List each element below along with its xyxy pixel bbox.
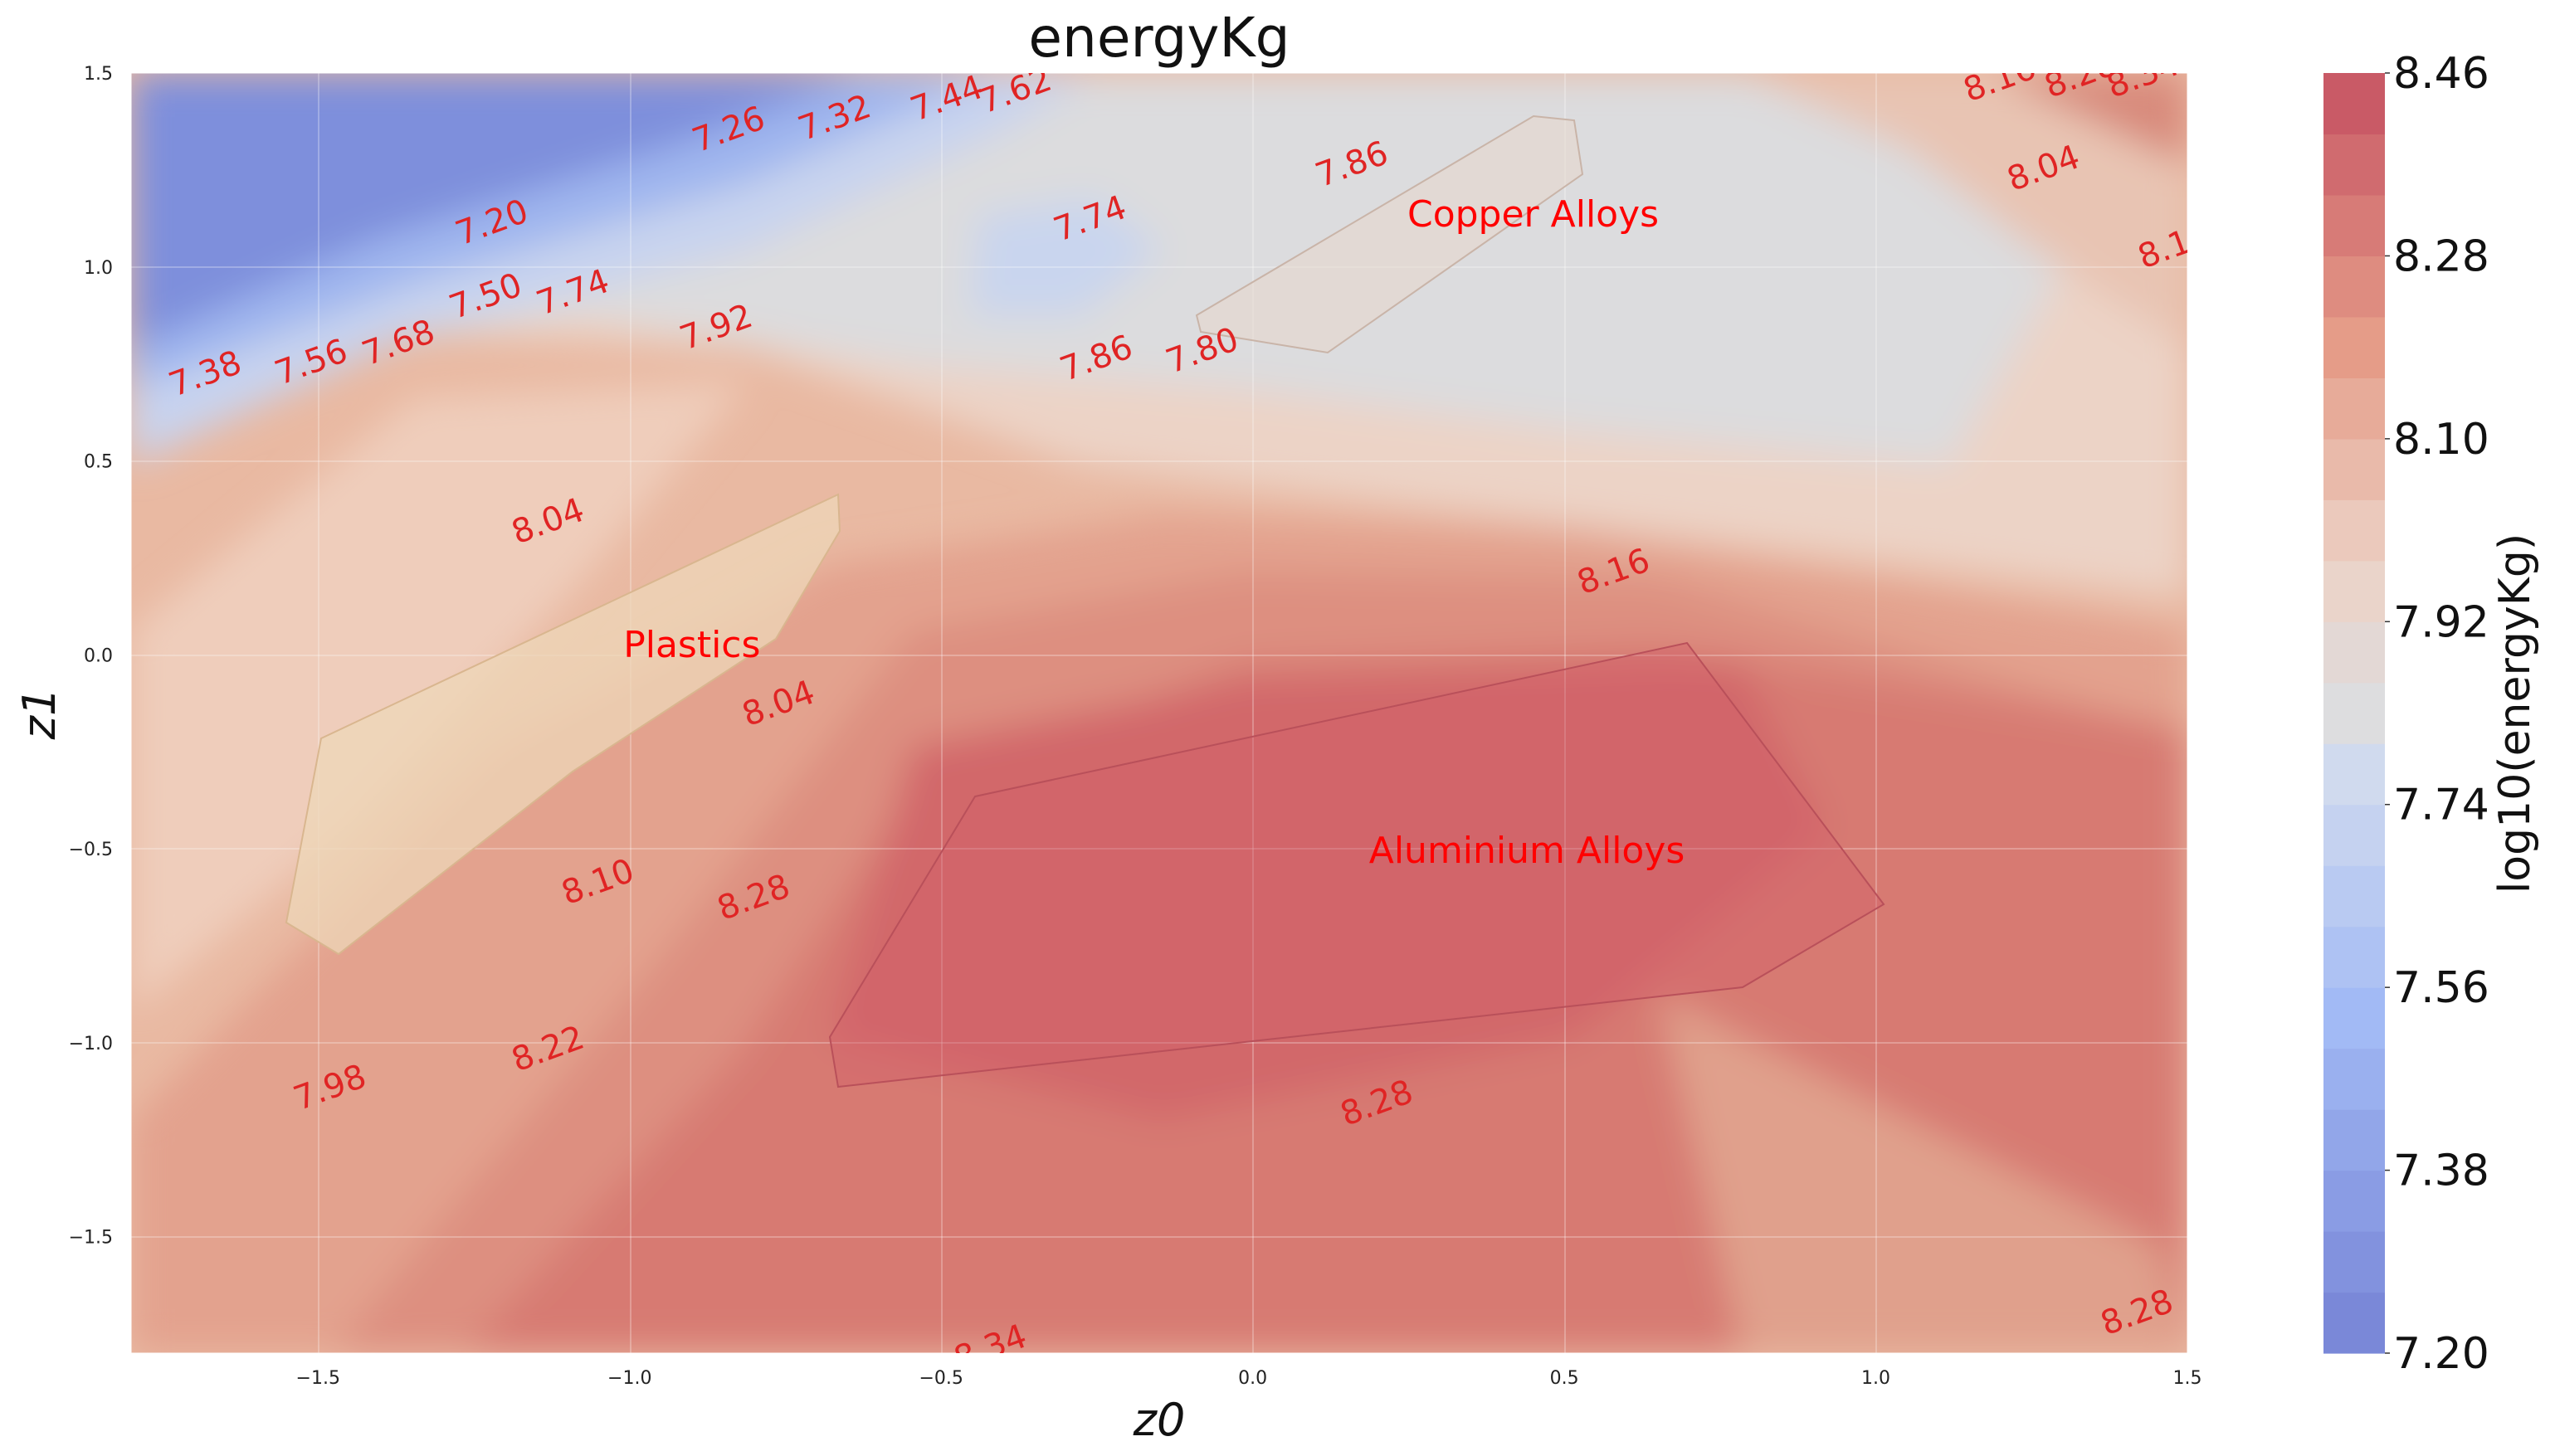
colorbar-level <box>2323 560 2385 622</box>
y-axis-label: z1 <box>13 688 66 741</box>
colorbar-level <box>2323 377 2385 440</box>
x-tick-label: 1.5 <box>2173 1368 2202 1389</box>
y-tick-label: −1.5 <box>69 1228 113 1249</box>
x-tick-label: −0.5 <box>919 1368 963 1389</box>
y-tick-label: 1.5 <box>84 64 113 85</box>
y-tick-label: 0.5 <box>84 452 113 473</box>
colorbar-level <box>2323 621 2385 684</box>
colorbar-level <box>2323 256 2385 318</box>
colorbar-level <box>2323 682 2385 744</box>
x-tick-label: 0.5 <box>1550 1368 1579 1389</box>
colorbar <box>2323 73 2385 1354</box>
colorbar-label: log10(energyKg) <box>2490 533 2540 894</box>
contour-field <box>131 73 2187 1353</box>
colorbar-tick-label: 8.10 <box>2393 415 2489 465</box>
region-plastics <box>285 493 841 956</box>
colorbar-level <box>2323 743 2385 806</box>
x-tick-label: −1.0 <box>607 1368 651 1389</box>
x-tick-label: 1.0 <box>1861 1368 1890 1389</box>
region-label: Plastics <box>623 624 760 666</box>
x-axis-label: z0 <box>1133 1394 1186 1446</box>
region-labels: Copper Alloys Plastics Aluminium Alloys <box>623 193 1685 872</box>
colorbar-level <box>2323 926 2385 988</box>
colorbar-level <box>2323 1170 2385 1232</box>
chart-title: energyKg <box>1028 6 1290 70</box>
y-tick-label: −1.0 <box>69 1034 113 1054</box>
y-tick-label: 0.0 <box>84 645 113 666</box>
colorbar-level <box>2323 134 2385 196</box>
y-tick-label: 1.0 <box>84 258 113 279</box>
y-tick-label: −0.5 <box>69 840 113 860</box>
colorbar-level <box>2323 316 2385 378</box>
x-axis-ticks: −1.5 −1.0 −0.5 0.0 0.5 1.0 1.5 <box>296 1368 2202 1389</box>
colorbar-level <box>2323 1109 2385 1171</box>
y-axis-ticks: −1.5 −1.0 −0.5 0.0 0.5 1.0 1.5 <box>69 64 113 1249</box>
colorbar-ticks: 7.20 7.38 7.56 7.74 7.92 8.10 8.28 8.46 <box>2385 49 2489 1379</box>
colorbar-tick-label: 7.56 <box>2393 963 2489 1013</box>
colorbar-level <box>2323 73 2385 135</box>
region-aluminium-alloys <box>828 641 1885 1088</box>
colorbar-level <box>2323 1048 2385 1110</box>
colorbar-tick-label: 7.38 <box>2393 1147 2489 1196</box>
colorbar-level <box>2323 987 2385 1049</box>
region-copper-alloys <box>1195 114 1584 354</box>
colorbar-level <box>2323 194 2385 257</box>
x-tick-label: 0.0 <box>1238 1368 1267 1389</box>
region-label: Copper Alloys <box>1407 193 1659 236</box>
colorbar-level <box>2323 804 2385 866</box>
colorbar-tick-label: 7.74 <box>2393 781 2489 830</box>
region-label: Aluminium Alloys <box>1369 830 1685 872</box>
colorbar-level <box>2323 1231 2385 1293</box>
colorbar-level <box>2323 438 2385 500</box>
colorbar-tick-label: 8.28 <box>2393 231 2489 281</box>
colorbar-level <box>2323 1292 2385 1354</box>
colorbar-level <box>2323 499 2385 562</box>
colorbar-level <box>2323 865 2385 928</box>
colorbar-tick-label: 7.92 <box>2393 597 2489 647</box>
colorbar-tick-label: 8.46 <box>2393 49 2489 99</box>
colorbar-tick-label: 7.20 <box>2393 1329 2489 1379</box>
x-tick-label: −1.5 <box>296 1368 340 1389</box>
plot-area <box>130 72 2188 1354</box>
